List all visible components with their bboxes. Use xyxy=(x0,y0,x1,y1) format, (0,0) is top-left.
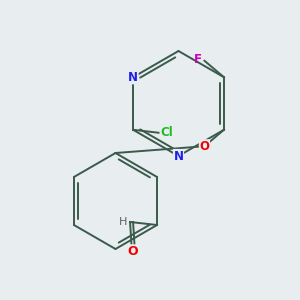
Text: N: N xyxy=(173,149,184,163)
Text: Cl: Cl xyxy=(160,126,173,139)
Text: O: O xyxy=(200,140,209,153)
Text: O: O xyxy=(128,245,138,258)
Text: F: F xyxy=(194,53,202,66)
Text: H: H xyxy=(119,217,127,227)
Text: N: N xyxy=(128,71,138,84)
